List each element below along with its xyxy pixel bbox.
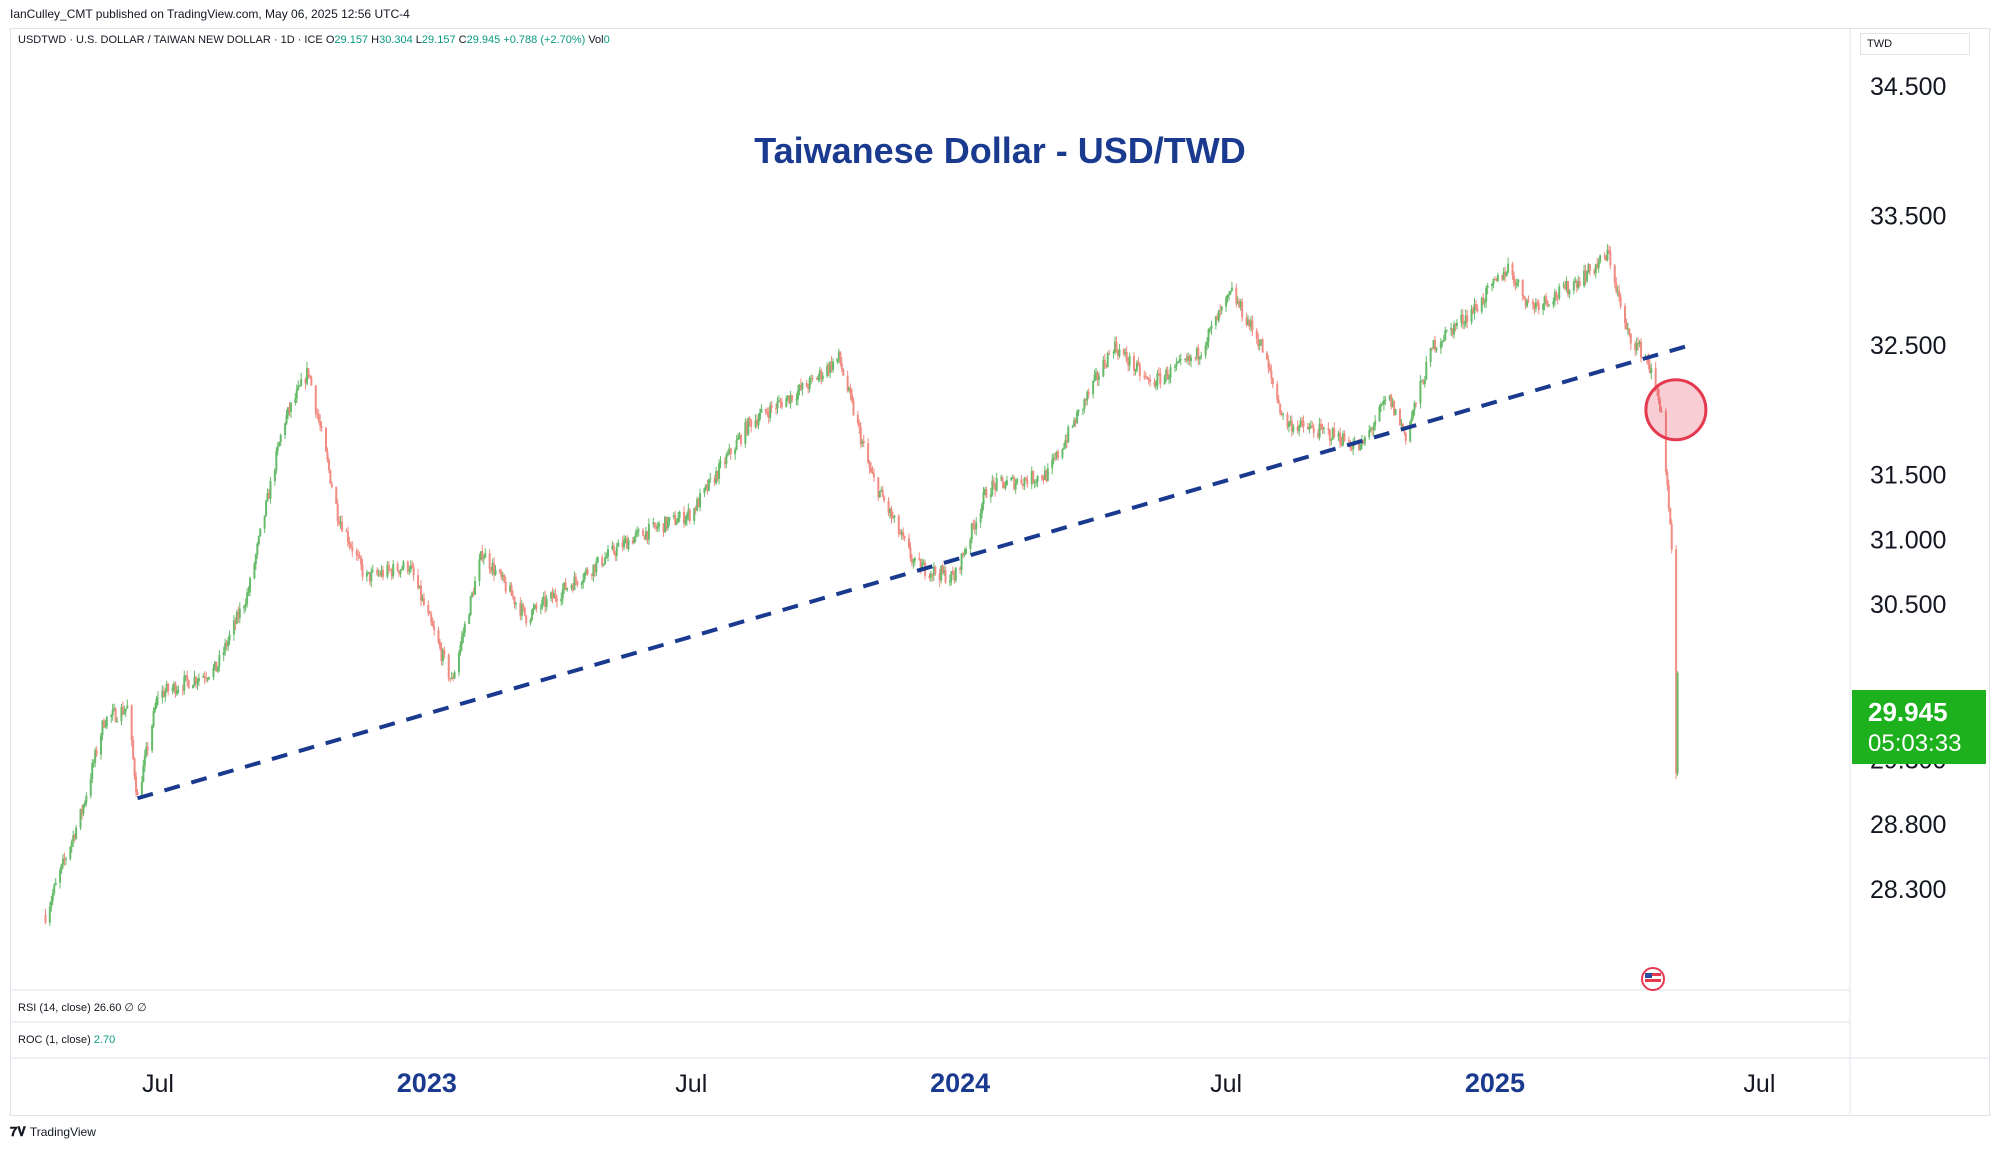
- chart-frame: [10, 28, 1990, 1116]
- open-value: 29.157: [334, 34, 369, 46]
- change-value: +0.788 (+2.70%): [503, 34, 586, 46]
- roc-legend[interactable]: ROC (1, close) 2.70: [18, 1034, 116, 1046]
- high-value: 30.304: [379, 34, 413, 46]
- currency-label[interactable]: TWD: [1860, 33, 1970, 55]
- footer-brand[interactable]: 𝟕𝐕 TradingView: [10, 1124, 96, 1140]
- symbol-name[interactable]: USDTWD · U.S. DOLLAR / TAIWAN NEW DOLLAR…: [18, 34, 323, 46]
- tradingview-logo-icon: 𝟕𝐕: [10, 1124, 26, 1139]
- rsi-legend[interactable]: RSI (14, close) 26.60 ∅ ∅: [18, 1002, 147, 1014]
- symbol-legend: USDTWD · U.S. DOLLAR / TAIWAN NEW DOLLAR…: [18, 34, 610, 46]
- volume-value: 0: [603, 34, 610, 46]
- footer-brand-label: TradingView: [29, 1125, 96, 1139]
- rsi-value: 26.60: [93, 1002, 122, 1014]
- publisher-line: IanCulley_CMT published on TradingView.c…: [10, 7, 410, 21]
- close-value: 29.945: [466, 34, 501, 46]
- roc-value: 2.70: [93, 1034, 116, 1046]
- low-value: 29.157: [421, 34, 456, 46]
